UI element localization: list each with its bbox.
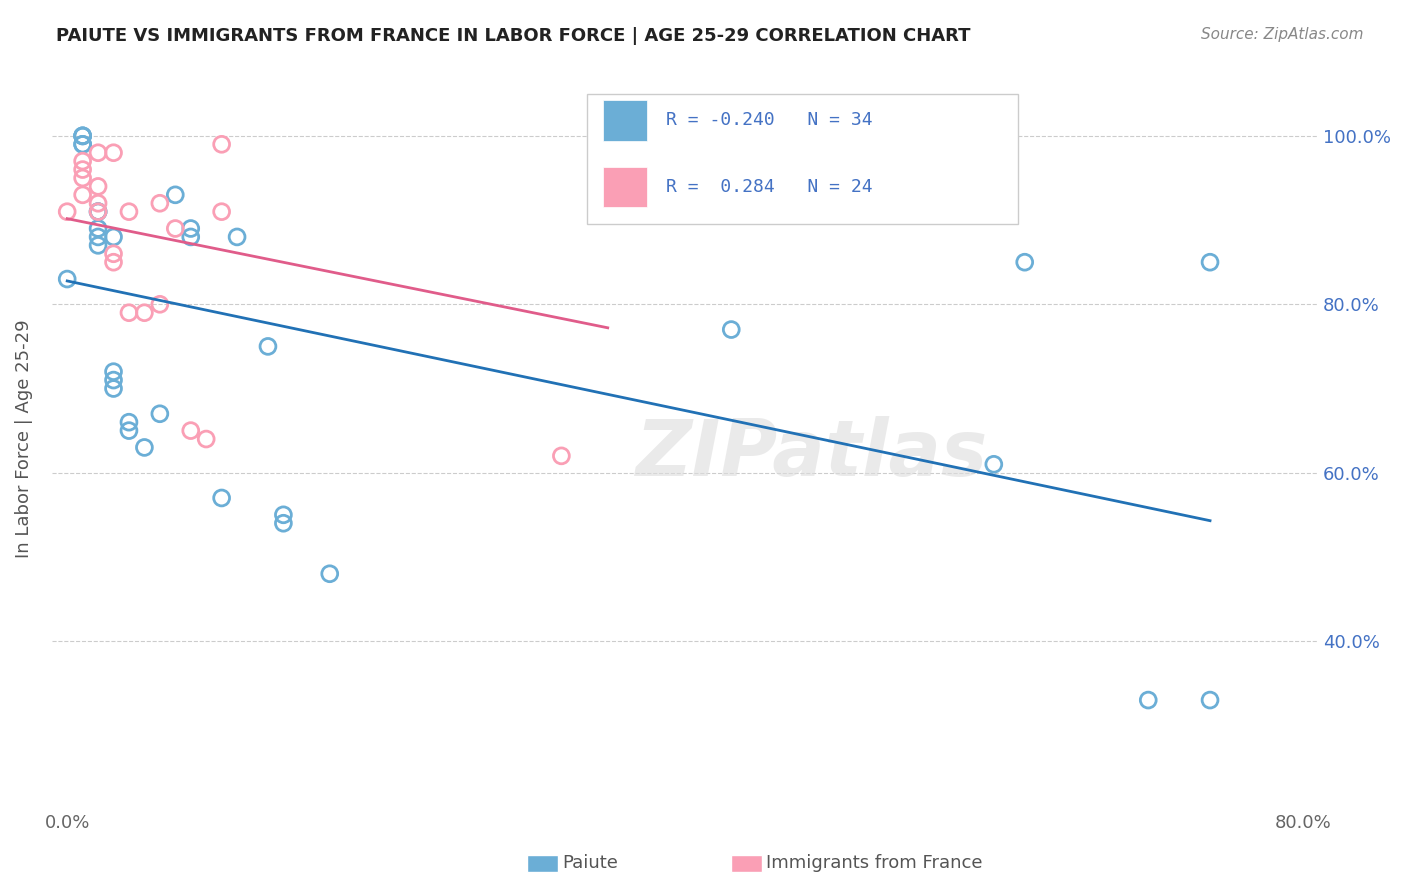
Point [1199,693,1222,707]
Point [87,196,110,211]
Point [118,204,141,219]
FancyBboxPatch shape [603,167,647,208]
Point [87,204,110,219]
Point [118,415,141,429]
Point [195,432,218,446]
Point [87,230,110,244]
Point [180,230,202,244]
Point [87,204,110,219]
Point [1199,255,1222,269]
Text: Immigrants from France: Immigrants from France [766,855,983,872]
Point [103,365,125,379]
FancyBboxPatch shape [588,95,1018,224]
Point [72,137,94,152]
Point [103,255,125,269]
Point [1014,255,1036,269]
Point [87,238,110,252]
Point [149,297,172,311]
Point [118,424,141,438]
Point [72,137,94,152]
Text: Paiute: Paiute [562,855,619,872]
Text: R = -0.240   N = 34: R = -0.240 N = 34 [666,112,873,129]
Point [211,204,233,219]
Point [56,204,79,219]
Point [720,322,742,336]
Point [273,508,295,522]
Point [550,449,572,463]
Point [87,179,110,194]
Point [87,204,110,219]
Point [211,137,233,152]
Point [72,128,94,143]
Point [103,145,125,160]
Point [56,272,79,286]
Y-axis label: In Labor Force | Age 25-29: In Labor Force | Age 25-29 [15,319,32,558]
FancyBboxPatch shape [603,100,647,141]
Point [72,171,94,186]
Point [149,196,172,211]
Point [103,230,125,244]
Text: ZIPatlas: ZIPatlas [636,416,987,491]
Point [596,137,619,152]
Point [165,187,187,202]
Text: PAIUTE VS IMMIGRANTS FROM FRANCE IN LABOR FORCE | AGE 25-29 CORRELATION CHART: PAIUTE VS IMMIGRANTS FROM FRANCE IN LABO… [56,27,970,45]
Point [983,458,1005,472]
Point [226,230,249,244]
Point [87,221,110,235]
Point [103,382,125,396]
Point [72,128,94,143]
Point [273,516,295,531]
Point [118,306,141,320]
Point [1137,693,1160,707]
Point [211,491,233,505]
Point [180,424,202,438]
Point [87,145,110,160]
Point [103,247,125,261]
Point [72,162,94,177]
Point [180,221,202,235]
Point [165,221,187,235]
Point [134,441,156,455]
Point [319,566,342,581]
Point [72,187,94,202]
Point [149,407,172,421]
Point [257,339,280,353]
Text: Source: ZipAtlas.com: Source: ZipAtlas.com [1201,27,1364,42]
Point [72,128,94,143]
Point [103,373,125,387]
Point [134,306,156,320]
Point [72,154,94,169]
Text: R =  0.284   N = 24: R = 0.284 N = 24 [666,178,873,196]
